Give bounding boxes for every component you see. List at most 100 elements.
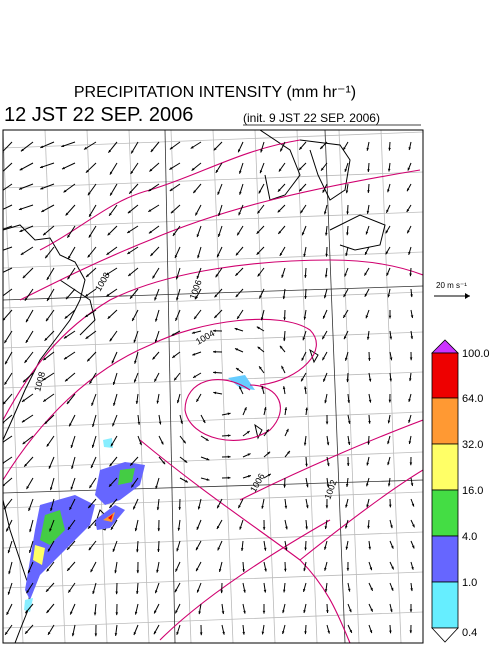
- wind-arrow-head: [132, 318, 135, 321]
- wind-arrow-head: [244, 407, 247, 411]
- wind-arrow-head: [87, 192, 91, 196]
- colorbar-bottom: [431, 627, 459, 643]
- wind-arrow-head: [89, 380, 92, 384]
- wind-arrow-head: [389, 630, 392, 634]
- wind-arrow-head: [215, 274, 219, 278]
- wind-arrow-head: [24, 359, 28, 363]
- wind-arrow-head: [227, 476, 231, 480]
- wind-arrow-head: [197, 506, 201, 510]
- wind-arrow-head: [287, 450, 290, 454]
- wind-arrow-head: [306, 484, 309, 488]
- wind-arrow-head: [192, 353, 196, 356]
- wind-arrow-head: [385, 251, 389, 255]
- wind-arrow-head: [368, 378, 372, 382]
- wind-arrow-head: [152, 356, 156, 360]
- wind-arrow-head: [408, 251, 411, 255]
- wind-arrow-head: [408, 419, 411, 423]
- isobar-label: 1008: [32, 371, 47, 393]
- wind-arrow-head: [347, 442, 351, 445]
- graticule-line: [3, 331, 423, 349]
- wind-arrow-head: [176, 631, 179, 635]
- colorbar-label: 1.0: [462, 577, 477, 589]
- wind-arrow-head: [48, 631, 51, 635]
- wind-arrow-head: [175, 568, 178, 572]
- wind-arrow-head: [158, 421, 162, 425]
- wind-arrow-head: [113, 402, 116, 406]
- precipitation: [24, 375, 255, 612]
- wind-arrow-head: [90, 569, 93, 573]
- wind-arrow-head: [323, 378, 326, 382]
- graticule-line: [465, 130, 485, 643]
- wind-arrow-head: [365, 315, 369, 319]
- wind-arrow-head: [304, 547, 307, 551]
- wind-arrow-head: [302, 337, 306, 341]
- wind-arrow-head: [89, 485, 92, 489]
- wind-scale: 20 m s⁻¹: [434, 281, 470, 299]
- wind-arrow-head: [109, 171, 113, 175]
- wind-arrow-head: [368, 546, 371, 550]
- wind-arrow-head: [107, 315, 111, 319]
- wind-arrow-head: [387, 420, 391, 424]
- wind-arrow-head: [218, 213, 221, 216]
- wind-arrow-head: [20, 148, 24, 152]
- wind-arrow-head: [284, 547, 288, 551]
- colorbar-segment: [431, 352, 459, 399]
- wind-arrow-head: [61, 144, 65, 147]
- wind-arrow-head: [237, 232, 240, 236]
- wind-arrow-head: [106, 272, 109, 275]
- wind-arrow-head: [184, 459, 188, 463]
- wind-arrow-head: [8, 571, 11, 575]
- wind-scale-label: 20 m s⁻¹: [436, 281, 467, 290]
- wind-scale-head: [465, 293, 470, 299]
- wind-arrow-head: [239, 386, 242, 390]
- wind-arrow-head: [152, 275, 156, 279]
- wind-arrow-head: [262, 610, 266, 614]
- wind-arrow-head: [322, 189, 325, 193]
- wind-arrow-head: [262, 527, 266, 530]
- wind-arrow-head: [258, 190, 262, 194]
- wind-arrow-head: [196, 526, 200, 530]
- wind-arrow-head: [172, 232, 176, 236]
- wind-arrow-head: [25, 610, 29, 614]
- wind-arrow-head: [346, 232, 349, 236]
- colorbar: [431, 339, 459, 643]
- wind-arrow-head: [198, 611, 201, 615]
- colorbar-labels: 100.0 64.0 32.0 16.0 4.0 1.0 0.4: [462, 348, 490, 639]
- wind-arrow-head: [326, 484, 330, 488]
- wind-arrow-head: [70, 611, 73, 615]
- wind-arrow-head: [407, 188, 410, 192]
- wind-arrow-head: [410, 588, 413, 592]
- graticule-line: [212, 130, 234, 643]
- wind-arrow-head: [242, 631, 245, 635]
- wind-arrow-head: [22, 275, 26, 279]
- wind-arrow-head: [409, 630, 413, 634]
- wind-arrow-head: [409, 378, 412, 382]
- wind-arrow-head: [386, 209, 389, 213]
- wind-arrow-head: [6, 528, 9, 532]
- wind-arrow-head: [68, 589, 71, 593]
- wind-arrow-head: [24, 297, 28, 301]
- wind-arrow-head: [267, 451, 271, 455]
- wind-arrow-head: [366, 504, 369, 508]
- wind-arrow-head: [344, 168, 348, 172]
- wind-arrow-head: [324, 274, 328, 278]
- wind-arrow-head: [175, 610, 178, 614]
- wind-arrow-head: [154, 339, 158, 343]
- wind-arrow-head: [326, 442, 330, 446]
- wind-arrow-head: [45, 255, 48, 259]
- wind-arrow-head: [278, 168, 282, 172]
- wind-arrow-head: [177, 527, 181, 531]
- wind-arrow-head: [169, 188, 173, 191]
- wind-arrow-head: [43, 232, 46, 236]
- wind-arrow-head: [325, 421, 329, 425]
- wind-arrow-head: [343, 147, 346, 151]
- wind-arrow-head: [320, 146, 323, 149]
- wind-arrow-head: [267, 473, 271, 477]
- wind-arrow-head: [247, 453, 251, 456]
- wind-arrow-head: [134, 379, 137, 383]
- wind-arrow-head: [64, 315, 68, 319]
- graticule-line: [3, 131, 423, 149]
- colorbar-top: [431, 339, 459, 354]
- isobar-label: 1006: [187, 278, 203, 300]
- graticule-main: [164, 130, 176, 643]
